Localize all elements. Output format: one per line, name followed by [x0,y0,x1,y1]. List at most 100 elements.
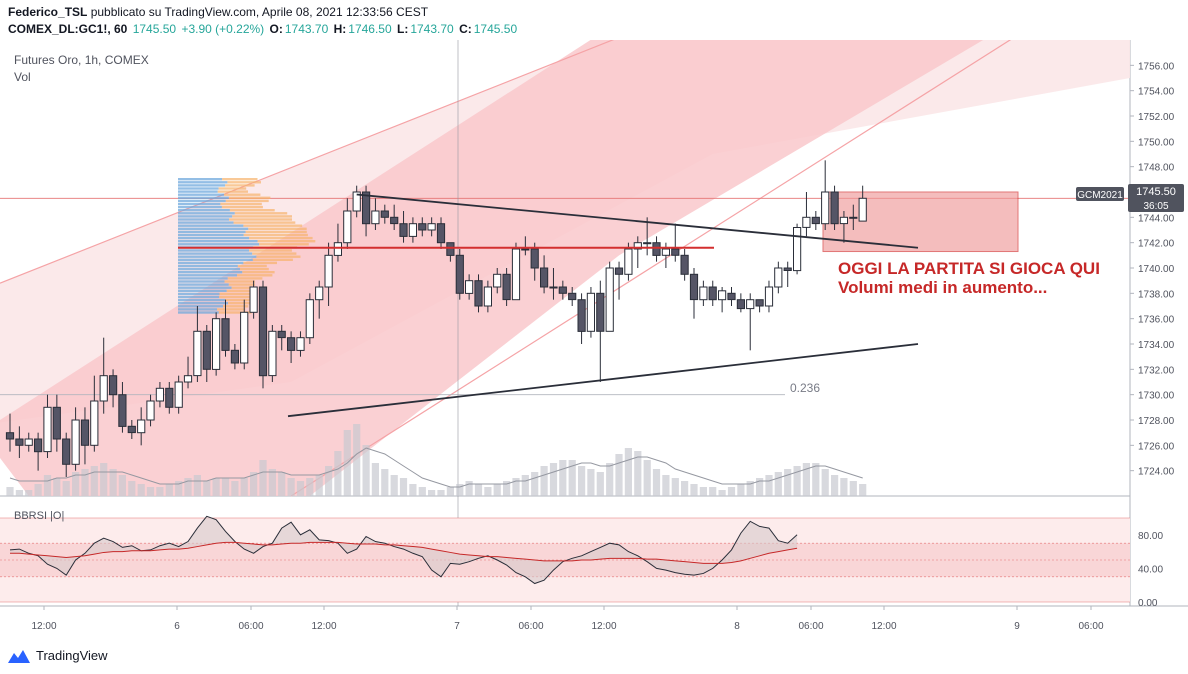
candle-body [624,248,633,275]
time-tick-label: 6 [174,621,180,632]
time-tick-label: 06:00 [1078,621,1103,632]
price-tick-label: 1736.00 [1138,315,1175,326]
candle-body [296,337,305,351]
price-tick-label: 1726.00 [1138,441,1175,452]
candle-body [193,330,202,377]
candle-body [80,419,90,446]
volume-label: Vol [14,70,31,84]
candle-body [633,242,642,250]
volume-bar [821,469,829,496]
candle-body [202,330,211,370]
candle-body [277,330,286,339]
volume-profile-bar [178,215,233,218]
volume-bar [484,487,492,496]
volume-profile-bar [231,286,258,289]
candle-body [764,286,774,307]
candle-body [287,337,296,351]
volume-profile-bar [178,267,240,271]
volume-bar [465,481,473,496]
candle-body [34,438,43,453]
candle-body [221,318,230,351]
volume-profile-bar [178,311,219,314]
candle-body [212,318,221,370]
price-tick-label: 1744.00 [1138,213,1175,224]
candle-body [333,242,342,256]
volume-profile-bar [178,298,226,302]
volume-bar [671,478,679,496]
candle-body [155,387,165,402]
time-tick-label: 8 [734,621,740,632]
volume-bar [203,481,211,496]
volume-profile-bar [240,267,269,271]
candle-body [465,280,474,294]
candle-body [783,267,792,271]
rsi-tick-label: 80.00 [1138,531,1163,542]
candle-body [146,400,155,421]
candle-body [15,438,24,446]
price-tick-label: 1756.00 [1138,61,1175,72]
candle-body [821,191,830,225]
volume-profile-bar [178,274,237,277]
candle-body [614,267,624,275]
volume-profile-bar [243,261,277,265]
tradingview-logo-icon[interactable] [8,649,30,663]
volume-profile-bar [256,255,301,258]
time-tick-label: 7 [454,621,460,632]
price-tick-label: 1750.00 [1138,137,1175,148]
volume-bar [606,463,614,496]
volume-profile-bar [249,236,313,240]
volume-bar [399,478,408,496]
volume-profile-bar [219,292,254,296]
candle-body [689,273,699,301]
volume-profile-bar [237,274,273,277]
candle-body [858,197,867,222]
volume-bar [699,487,707,496]
brand-name[interactable]: TradingView [36,648,108,663]
candle-body [127,425,136,434]
volume-profile-bar [178,249,250,252]
candle-body [371,210,380,225]
volume-profile-bar [178,181,228,184]
volume-profile-bar [249,249,292,252]
volume-bar [784,469,792,496]
volume-profile-bar [178,295,220,299]
volume-bar [446,487,454,496]
channel-inner [0,40,984,496]
volume-bar [418,487,426,496]
candle-body [240,311,249,364]
candle-body [99,375,108,402]
candle-body [52,406,61,440]
volume-bar [381,469,389,496]
candle-body [643,242,652,245]
volume-bar [137,484,145,496]
candle-body [174,381,183,408]
candle-body [530,248,539,269]
author-name[interactable]: Federico_TSL [8,5,88,19]
volume-bar [81,469,89,496]
volume-profile-bar [178,212,235,215]
volume-bar [512,478,520,496]
volume-profile-bar [252,258,293,261]
low-value: 1743.70 [410,22,454,36]
symbol-label: COMEX_DL:GC1!, 60 [8,22,128,36]
chart-canvas[interactable]: 1756.001754.001752.001750.001748.001746.… [0,40,1188,636]
volume-bar [709,487,717,496]
candle-body [390,216,399,225]
price-tick-label: 1730.00 [1138,391,1175,402]
volume-profile-bar [178,264,238,268]
volume-bar [652,469,661,496]
volume-bar [634,451,642,496]
price-tick-label: 1724.00 [1138,467,1175,478]
candle-body [43,406,52,453]
volume-bar [409,484,417,496]
volume-profile-bar [178,205,222,209]
volume-profile-bar [225,199,269,203]
volume-profile-bar [228,302,255,305]
volume-bar [34,484,42,496]
price-tick-label: 1754.00 [1138,87,1175,98]
volume-profile-bar [178,224,244,227]
volume-profile-bar [178,283,229,286]
volume-profile-bar [228,196,271,199]
countdown-badge: 36:05 [1143,201,1168,212]
candle-body [671,248,680,256]
